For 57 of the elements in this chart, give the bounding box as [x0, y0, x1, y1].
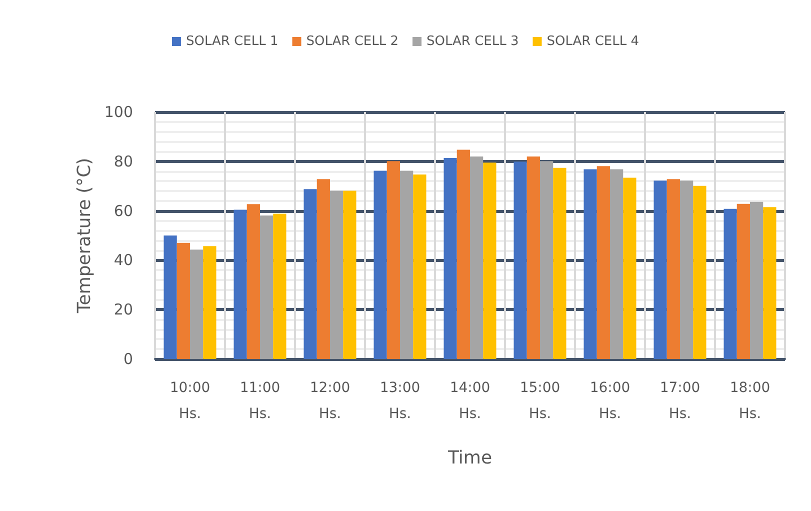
- bar: [724, 208, 737, 359]
- bar: [304, 189, 317, 359]
- bar: [736, 204, 750, 359]
- bar: [176, 242, 190, 359]
- bar: [514, 162, 527, 359]
- bar: [234, 210, 247, 359]
- bar: [553, 168, 566, 359]
- bar: [273, 214, 286, 359]
- y-tick-label: 60: [114, 202, 133, 220]
- x-tick-label: 14:00 Hs.: [450, 380, 490, 422]
- bar: [246, 204, 260, 359]
- bar: [610, 169, 624, 359]
- bar: [526, 156, 540, 359]
- y-tick-label: 100: [104, 103, 133, 121]
- y-tick-label: 20: [114, 300, 133, 319]
- bar: [374, 170, 387, 359]
- x-axis-title: Time: [446, 448, 492, 468]
- bar: [483, 162, 496, 359]
- x-tick-label: 11:00 Hs.: [240, 380, 280, 422]
- x-tick-label: 13:00 Hs.: [380, 380, 420, 422]
- y-axis-title: Temperature (°C): [74, 158, 95, 314]
- bar: [623, 178, 636, 359]
- x-tick-label: 10:00 Hs.: [170, 380, 210, 422]
- bar: [413, 174, 426, 359]
- bar: [680, 180, 694, 359]
- y-tick-label: 80: [114, 152, 133, 170]
- bar: [444, 158, 457, 359]
- legend-label: SOLAR CELL 4: [546, 34, 640, 49]
- bar: [260, 215, 274, 359]
- bar: [763, 207, 776, 359]
- bar: [164, 236, 177, 359]
- x-tick-label: 16:00 Hs.: [590, 380, 630, 422]
- x-tick-label: 12:00 Hs.: [310, 380, 350, 422]
- bar: [343, 190, 356, 359]
- bar: [540, 161, 554, 359]
- bar: [596, 166, 610, 359]
- x-tick-label: 18:00 Hs.: [730, 380, 770, 422]
- bar: [654, 180, 667, 359]
- bar: [470, 156, 484, 359]
- legend-label: SOLAR CELL 2: [306, 34, 398, 49]
- bar: [584, 169, 597, 359]
- bar: [400, 170, 414, 359]
- bar: [750, 202, 764, 359]
- y-tick-label: 40: [114, 251, 133, 270]
- bar: [666, 179, 680, 359]
- bar: [386, 161, 400, 359]
- x-tick-label: 17:00 Hs.: [660, 380, 700, 422]
- x-tick-label: 15:00 Hs.: [520, 380, 560, 422]
- bar: [330, 190, 344, 359]
- legend-label: SOLAR CELL 1: [186, 34, 278, 49]
- legend-label: SOLAR CELL 3: [426, 34, 519, 49]
- bar: [316, 179, 330, 359]
- bar: [693, 186, 706, 359]
- y-tick-label: 0: [123, 350, 133, 368]
- bar: [190, 250, 204, 359]
- bar: [203, 246, 216, 359]
- bar: [456, 150, 470, 359]
